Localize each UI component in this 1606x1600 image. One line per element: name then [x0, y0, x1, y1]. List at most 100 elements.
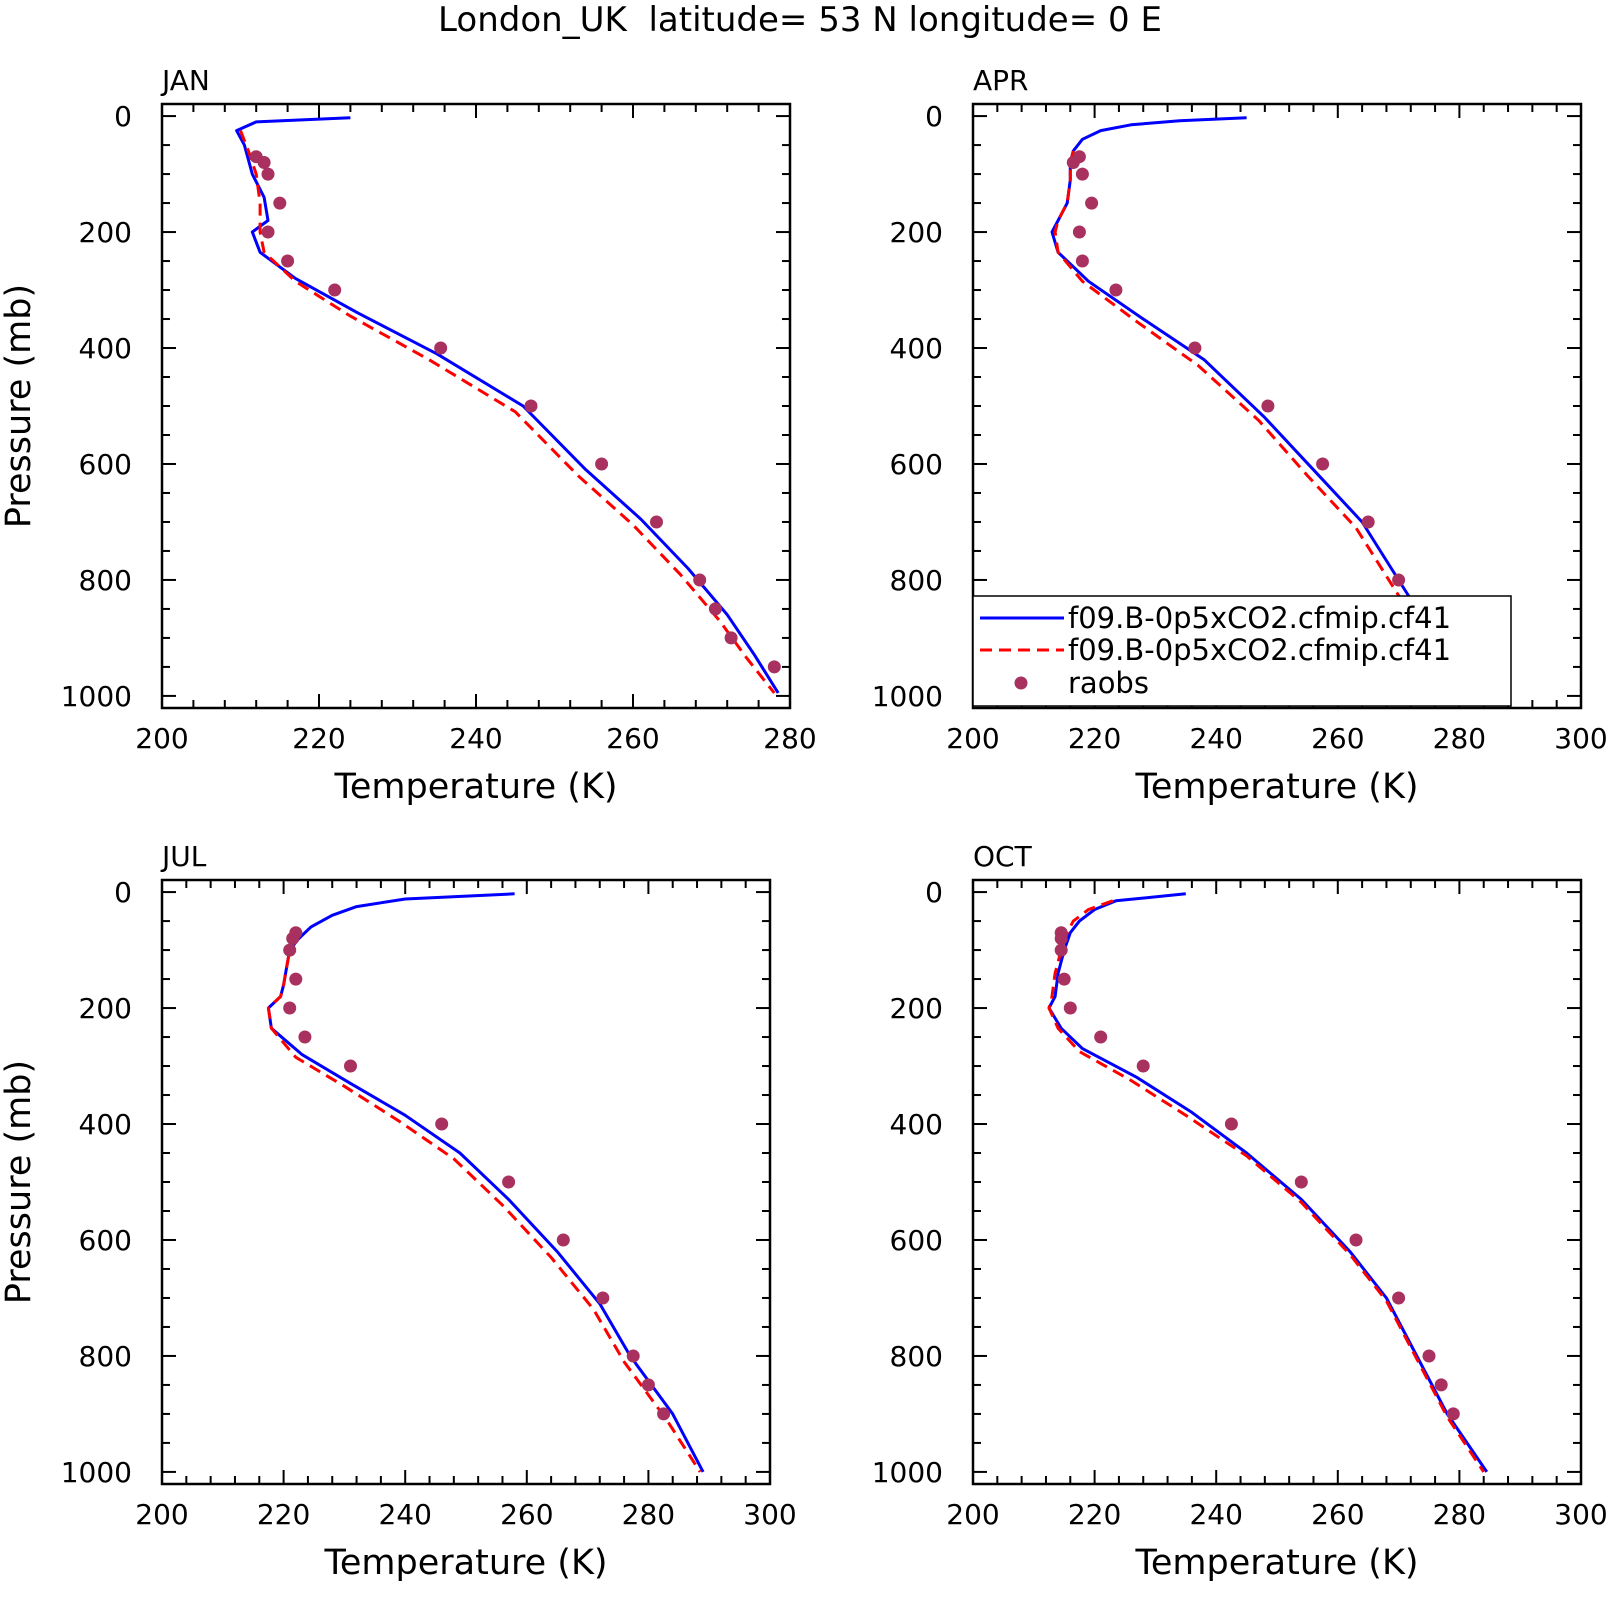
obs-point: [1063, 1001, 1077, 1015]
obs-point: [502, 1175, 516, 1189]
obs-point: [657, 1407, 671, 1421]
obs-point: [1434, 1378, 1448, 1392]
series-solid: [235, 116, 780, 694]
obs-point: [1075, 167, 1089, 181]
obs-point: [556, 1233, 570, 1247]
series-dashed: [266, 937, 702, 1473]
x-tick-label: 280: [1433, 722, 1486, 755]
x-tick-label: 260: [606, 722, 659, 755]
legend-label-obs: raobs: [1068, 666, 1149, 700]
y-tick-label: 1000: [872, 1456, 943, 1489]
obs-point: [1392, 573, 1406, 587]
y-tick-label: 800: [79, 1340, 132, 1373]
y-tick-label: 0: [114, 876, 132, 909]
obs-point: [1085, 196, 1099, 210]
obs-point: [1316, 457, 1330, 471]
x-tick-label: 300: [1554, 1498, 1606, 1531]
y-tick-label: 200: [890, 216, 943, 249]
x-tick-label: 240: [1189, 1498, 1242, 1531]
y-tick-label: 400: [79, 332, 132, 365]
y-tick-label: 0: [925, 876, 943, 909]
y-tick-label: 400: [79, 1108, 132, 1141]
series-dashed: [1047, 899, 1485, 1473]
obs-point: [1294, 1175, 1308, 1189]
obs-point: [1349, 1233, 1363, 1247]
obs-point: [286, 932, 300, 945]
obs-point: [596, 1291, 610, 1305]
y-tick-label: 800: [890, 564, 943, 597]
x-tick-label: 220: [1068, 722, 1121, 755]
obs-point: [273, 196, 287, 210]
x-tick-label: 200: [135, 1498, 188, 1531]
obs-point: [283, 943, 297, 957]
x-tick-label: 260: [500, 1498, 553, 1531]
y-tick-label: 0: [114, 100, 132, 133]
obs-point: [1446, 1407, 1460, 1421]
x-tick-label: 240: [449, 722, 502, 755]
obs-point: [1057, 972, 1071, 986]
obs-point: [693, 573, 707, 587]
x-tick-label: 220: [1068, 1498, 1121, 1531]
y-tick-label: 400: [890, 332, 943, 365]
x-tick-label: 200: [135, 722, 188, 755]
series-solid: [1050, 116, 1467, 697]
x-tick-label: 300: [1554, 722, 1606, 755]
x-tick-label: 280: [622, 1498, 675, 1531]
y-tick-label: 0: [925, 100, 943, 133]
legend-label-dashed: f09.B-0p5xCO2.cfmip.cf41: [1068, 633, 1451, 667]
obs-point: [1054, 932, 1068, 945]
legend-box: [972, 595, 1512, 707]
legend-marker-obs: [1014, 676, 1028, 690]
panel-label-oct: OCT: [973, 840, 1033, 873]
panel-label-jul: JUL: [160, 840, 207, 873]
y-tick-label: 800: [79, 564, 132, 597]
x-tick-label: 300: [743, 1498, 796, 1531]
x-tick-label: 240: [1189, 722, 1242, 755]
y-tick-label: 1000: [61, 680, 132, 713]
panel-apr: 200 220 240 260 280 300 0 200 400 600 800 1000 APR Te…: [872, 64, 1606, 807]
legend: f09.B-0p5xCO2.cfmip.cf41 f09.B-0p5xCO2.c…: [972, 595, 1512, 707]
y-tick-label: 200: [79, 216, 132, 249]
plot-frame: [160, 878, 772, 1486]
obs-point: [1094, 1030, 1108, 1044]
x-tick-label: 280: [1433, 1498, 1486, 1531]
obs-point: [281, 254, 295, 268]
series-dashed: [1053, 150, 1464, 697]
y-tick-label: 600: [890, 1224, 943, 1257]
x-axis-title: Temperature (K): [323, 1543, 607, 1583]
panel-jan: 200 220 240 260 280 0 200 400 600 800 1000 JAN Tempe…: [0, 64, 817, 807]
series-dashed: [239, 130, 776, 694]
x-tick-label: 220: [257, 1498, 310, 1531]
y-axis-title: Pressure (mb): [0, 284, 39, 528]
x-axis-title: Temperature (K): [1134, 767, 1418, 807]
obs-point: [767, 660, 781, 674]
obs-point: [1075, 254, 1089, 268]
legend-label-solid: f09.B-0p5xCO2.cfmip.cf41: [1068, 601, 1451, 635]
series-solid: [266, 892, 705, 1473]
y-tick-label: 1000: [872, 680, 943, 713]
y-tick-label: 600: [79, 1224, 132, 1257]
obs-point: [344, 1059, 357, 1073]
y-tick-label: 600: [890, 448, 943, 481]
x-tick-label: 200: [946, 722, 999, 755]
obs-point: [298, 1030, 312, 1044]
obs-point: [1188, 341, 1202, 355]
x-tick-label: 280: [763, 722, 816, 755]
y-axis-title: Pressure (mb): [0, 1060, 39, 1304]
obs-point: [1224, 1117, 1238, 1131]
panel-oct: 200 220 240 260 280 300 0 200 400 600 800 1000 OCT Te…: [872, 840, 1606, 1583]
y-tick-label: 800: [890, 1340, 943, 1373]
obs-point: [1392, 1291, 1406, 1305]
obs-point: [434, 341, 448, 355]
obs-point: [261, 225, 275, 239]
obs-point: [1136, 1059, 1150, 1073]
y-tick-label: 600: [79, 448, 132, 481]
obs-point: [626, 1349, 640, 1363]
obs-point: [261, 167, 275, 181]
obs-point: [724, 631, 738, 645]
x-tick-label: 240: [378, 1498, 431, 1531]
obs-point: [289, 972, 303, 986]
y-tick-label: 200: [79, 992, 132, 1025]
obs-point: [435, 1117, 449, 1131]
